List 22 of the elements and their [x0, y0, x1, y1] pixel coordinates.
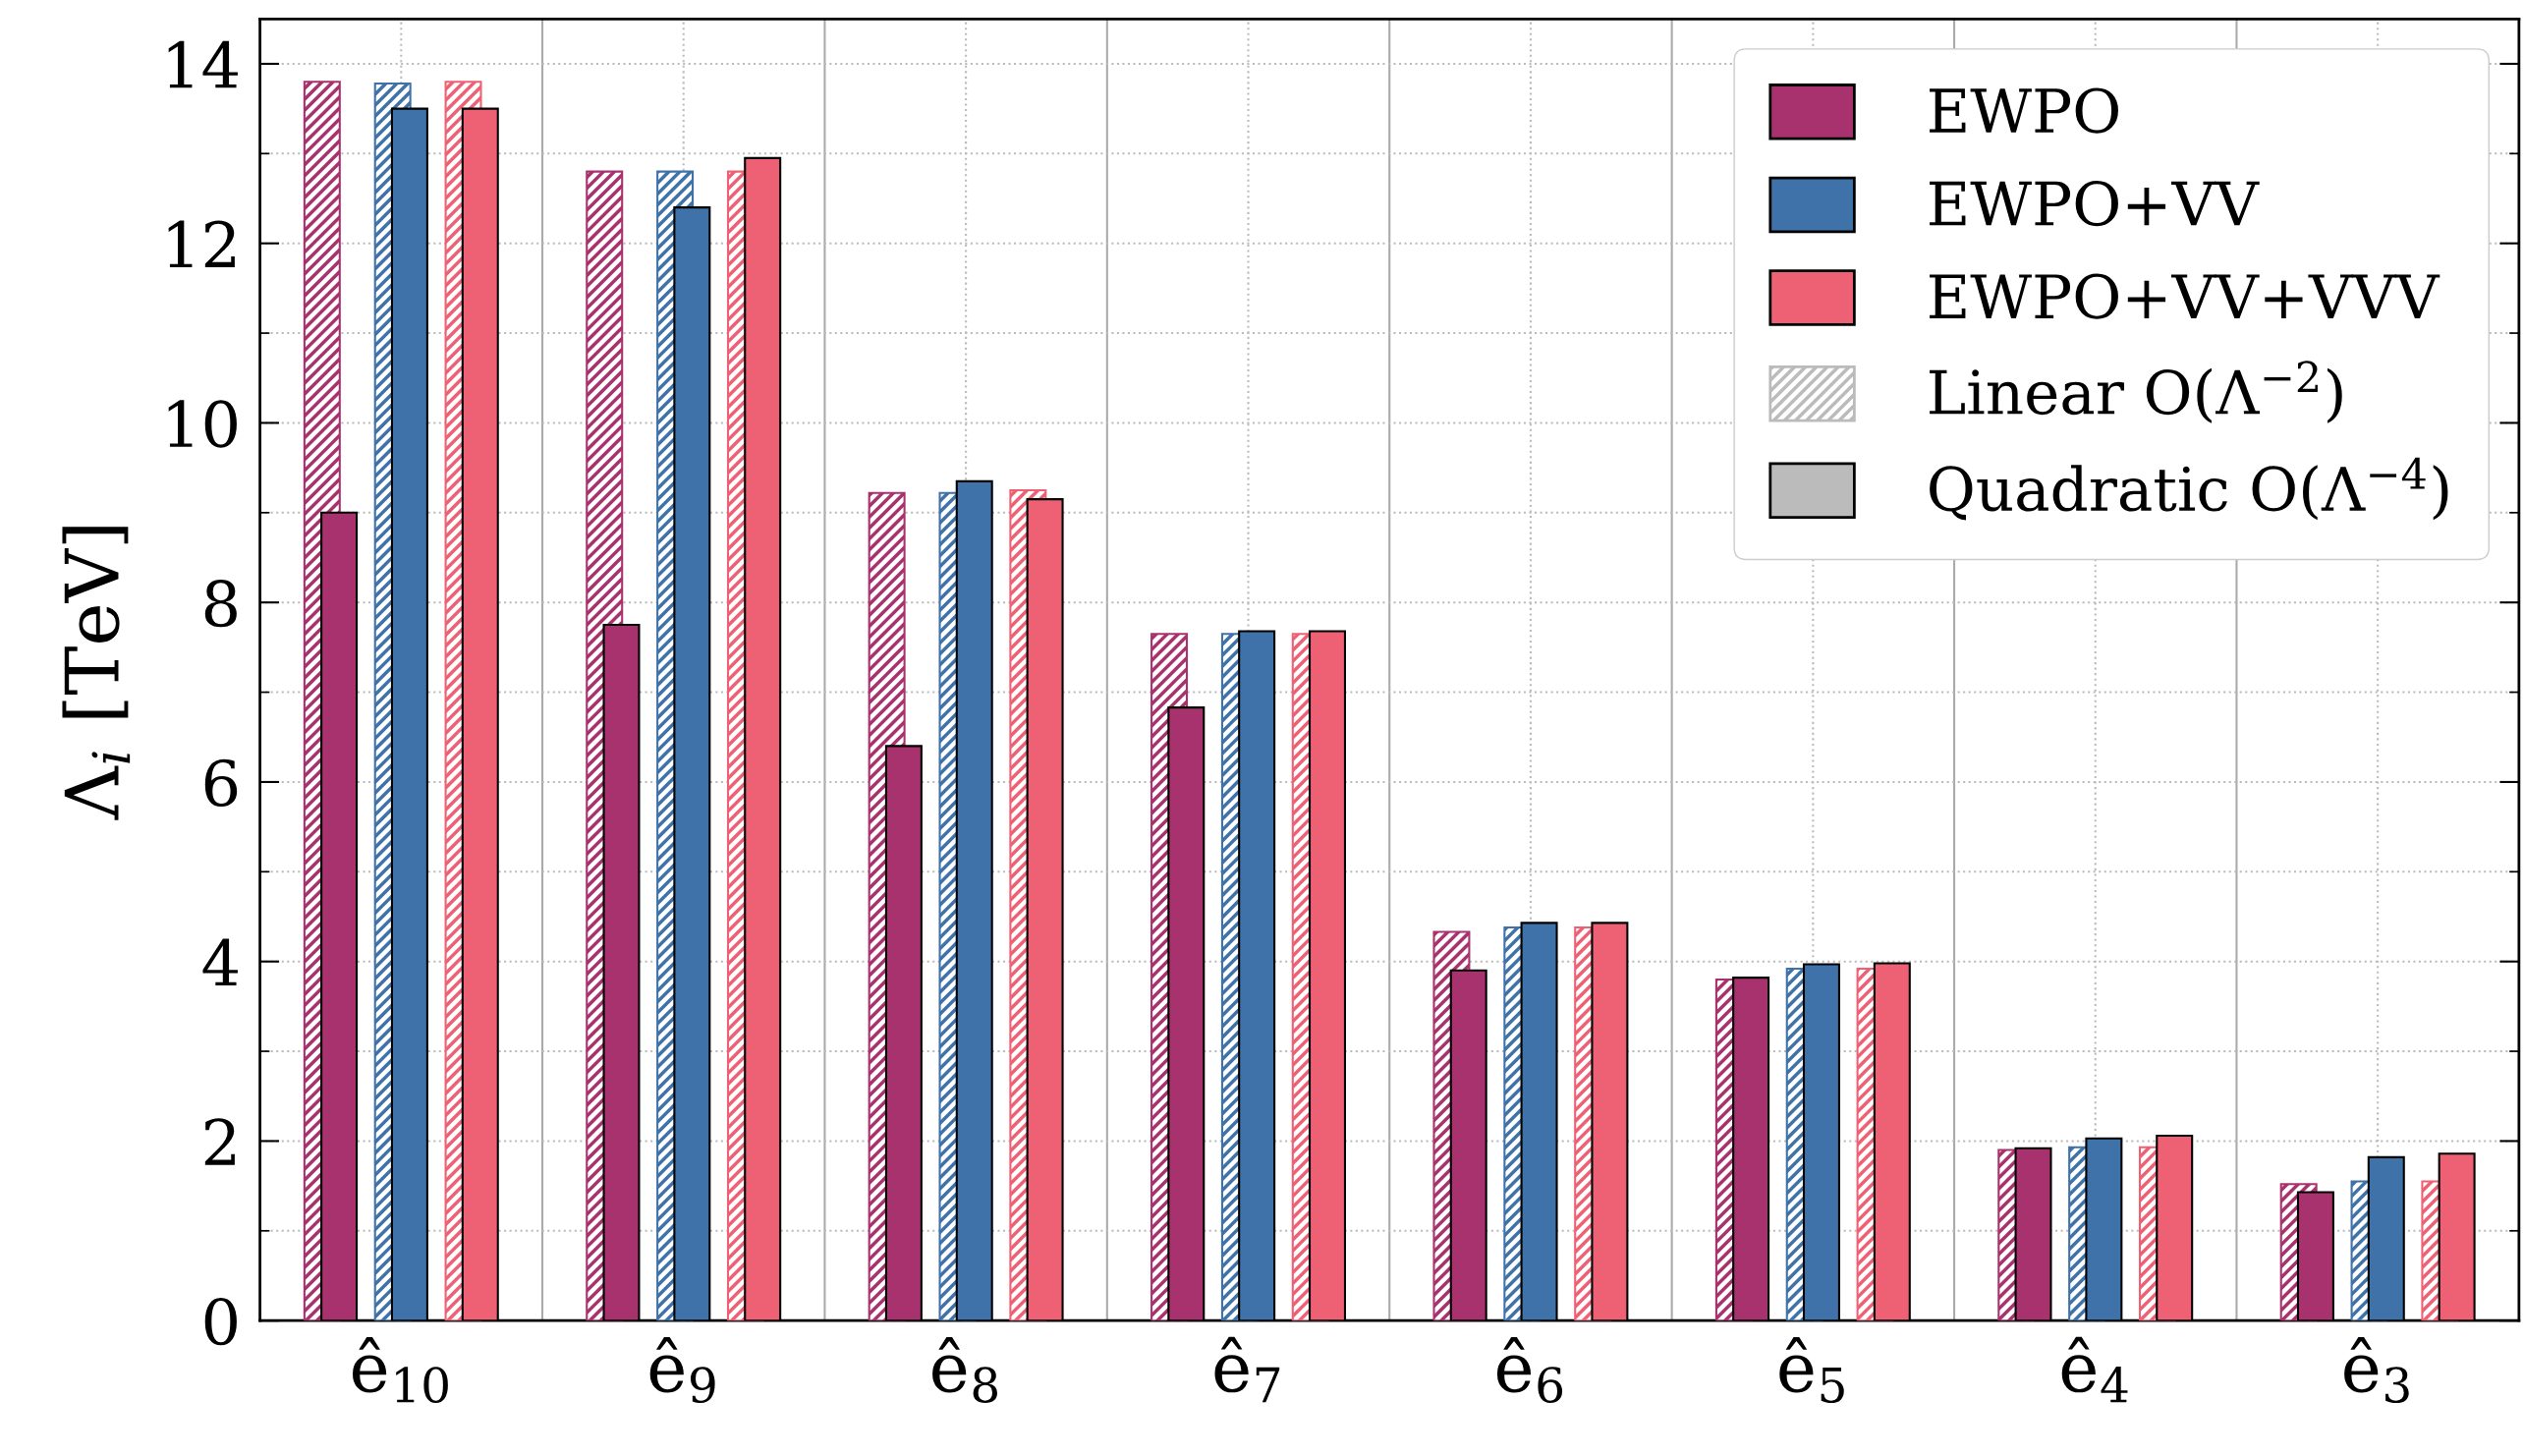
y-axis-title: Λ$_{i}$ [TeV] — [62, 527, 131, 820]
x-tick-label: ê$_{9}$ — [649, 1336, 715, 1404]
y-tick-label: 12 — [168, 220, 235, 267]
legend-label: EWPO+VV — [1930, 181, 2260, 227]
y-tick-label: 4 — [202, 938, 238, 985]
y-tick-label: 10 — [168, 400, 237, 448]
y-tick-label: 14 — [168, 40, 238, 88]
y-tick-label: 2 — [204, 1118, 235, 1165]
y-tick-label: 0 — [204, 1298, 237, 1346]
x-tick-label: ê$_{6}$ — [1496, 1336, 1563, 1404]
y-tick-label: 8 — [204, 580, 237, 628]
legend-label: EWPO — [1930, 87, 2118, 134]
annotation: Linear O(Λ$^{−2}$) — [1930, 361, 2342, 423]
y-tick-label: 6 — [204, 758, 238, 808]
x-tick-label: ê$_{7}$ — [1214, 1336, 1280, 1403]
x-tick-label: ê$_{8}$ — [932, 1336, 998, 1404]
x-tick-label: ê$_{3}$ — [2344, 1336, 2409, 1404]
x-tick-label: ê$_{10}$ — [352, 1336, 448, 1404]
x-tick-label: ê$_{4}$ — [2061, 1336, 2128, 1403]
x-tick-label: ê$_{5}$ — [1779, 1336, 1844, 1404]
annotation: Quadratic O(Λ$^{−4}$) — [1930, 457, 2448, 521]
legend-label: EWPO+VV+VVV — [1930, 273, 2440, 319]
